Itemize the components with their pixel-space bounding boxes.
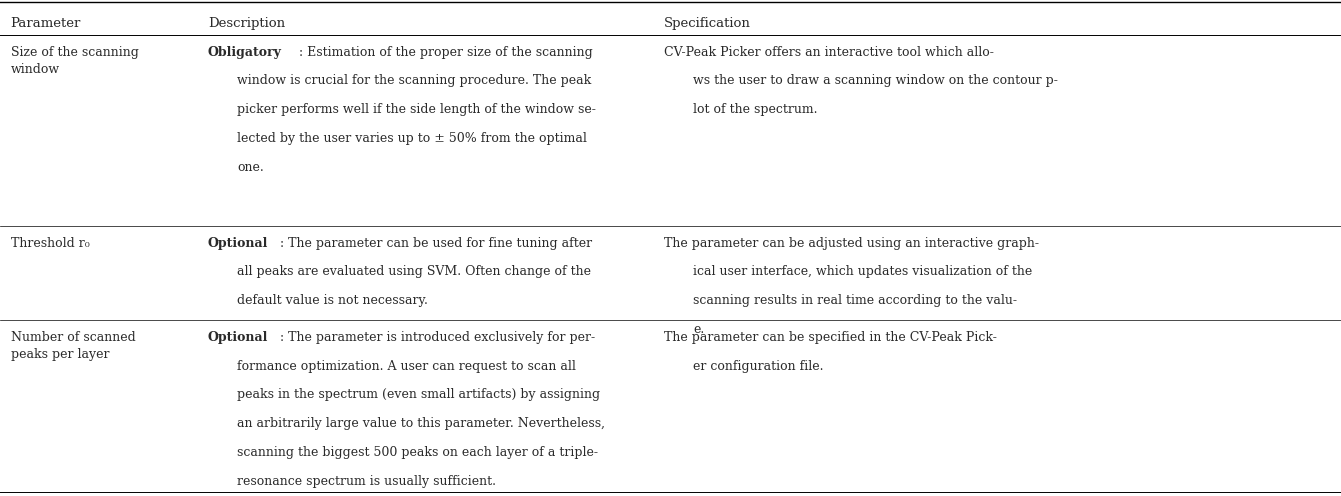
Text: scanning results in real time according to the valu-: scanning results in real time according … [693,294,1018,307]
Text: formance optimization. A user can request to scan all: formance optimization. A user can reques… [237,360,577,372]
Text: Specification: Specification [664,17,751,30]
Text: lected by the user varies up to ± 50% from the optimal: lected by the user varies up to ± 50% fr… [237,132,587,145]
Text: Optional: Optional [208,237,268,249]
Text: e.: e. [693,323,704,336]
Text: ws the user to draw a scanning window on the contour p-: ws the user to draw a scanning window on… [693,74,1058,87]
Text: CV-Peak Picker offers an interactive tool which allo-: CV-Peak Picker offers an interactive too… [664,46,994,59]
Text: Number of scanned
peaks per layer: Number of scanned peaks per layer [11,331,135,361]
Text: er configuration file.: er configuration file. [693,360,823,372]
Text: Description: Description [208,17,286,30]
Text: Threshold r₀: Threshold r₀ [11,237,90,249]
Text: : Estimation of the proper size of the scanning: : Estimation of the proper size of the s… [299,46,593,59]
Text: resonance spectrum is usually sufficient.: resonance spectrum is usually sufficient… [237,475,496,488]
Text: : The parameter can be used for fine tuning after: : The parameter can be used for fine tun… [280,237,593,249]
Text: default value is not necessary.: default value is not necessary. [237,294,428,307]
Text: picker performs well if the side length of the window se-: picker performs well if the side length … [237,103,597,116]
Text: The parameter can be specified in the CV-Peak Pick-: The parameter can be specified in the CV… [664,331,996,344]
Text: all peaks are evaluated using SVM. Often change of the: all peaks are evaluated using SVM. Often… [237,265,591,278]
Text: Size of the scanning
window: Size of the scanning window [11,46,138,76]
Text: lot of the spectrum.: lot of the spectrum. [693,103,818,116]
Text: an arbitrarily large value to this parameter. Nevertheless,: an arbitrarily large value to this param… [237,417,605,430]
Text: Parameter: Parameter [11,17,80,30]
Text: scanning the biggest 500 peaks on each layer of a triple-: scanning the biggest 500 peaks on each l… [237,446,598,459]
Text: The parameter can be adjusted using an interactive graph-: The parameter can be adjusted using an i… [664,237,1039,249]
Text: ical user interface, which updates visualization of the: ical user interface, which updates visua… [693,265,1033,278]
Text: Optional: Optional [208,331,268,344]
Text: Obligatory: Obligatory [208,46,282,59]
Text: : The parameter is introduced exclusively for per-: : The parameter is introduced exclusivel… [280,331,595,344]
Text: window is crucial for the scanning procedure. The peak: window is crucial for the scanning proce… [237,74,591,87]
Text: one.: one. [237,161,264,174]
Text: peaks in the spectrum (even small artifacts) by assigning: peaks in the spectrum (even small artifa… [237,388,601,401]
